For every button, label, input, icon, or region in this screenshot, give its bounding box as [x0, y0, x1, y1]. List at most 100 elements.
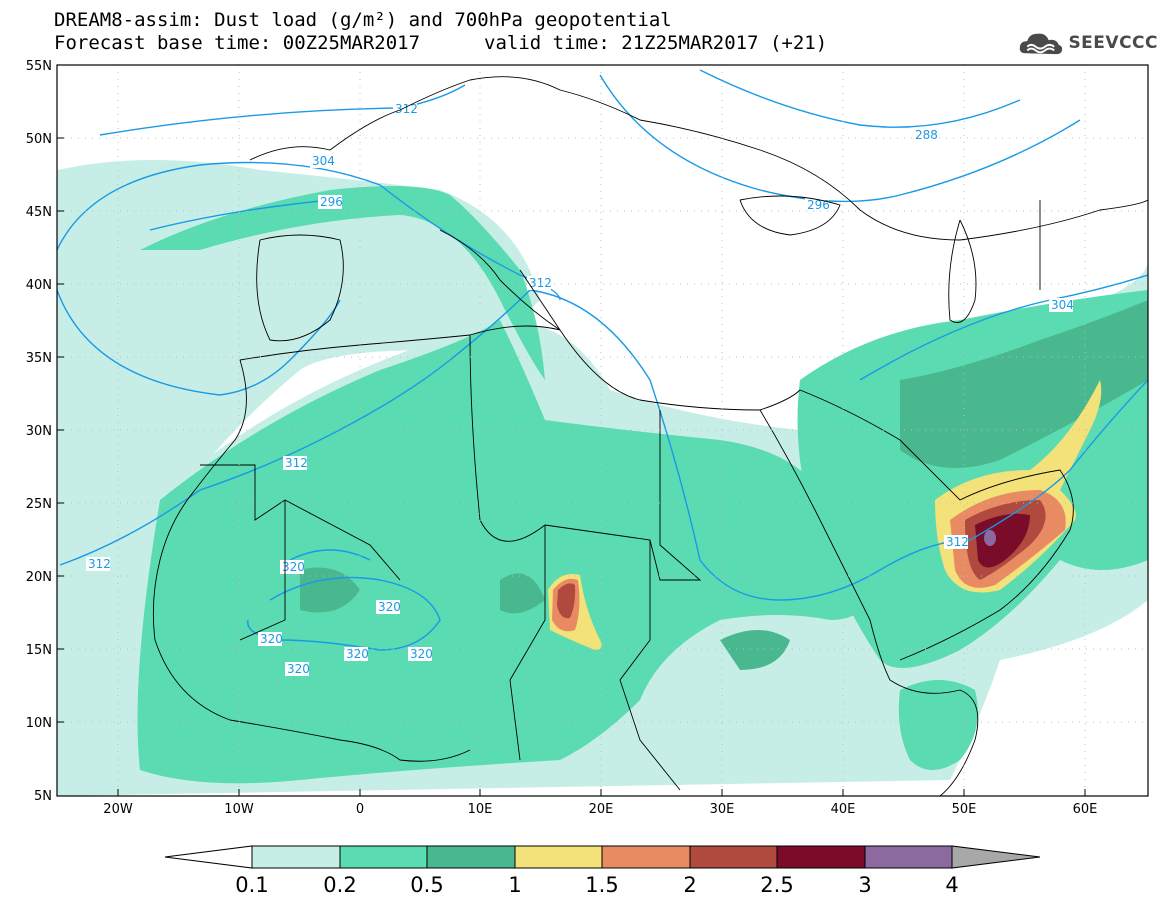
colorbar-label: 1: [508, 873, 521, 897]
lat-label: 5N: [34, 789, 52, 804]
lon-label: 10W: [224, 802, 254, 817]
coastline-black-sea: [739, 195, 841, 236]
contour-label: 312: [395, 102, 418, 116]
coastline-horn: [889, 679, 979, 796]
colorbar-label: 0.5: [410, 873, 443, 897]
coastline-iberia: [256, 234, 344, 342]
dust-region-dark-3: [900, 300, 1148, 468]
colorbar-label: 1.5: [585, 873, 618, 897]
border-line: [469, 334, 546, 542]
border-line: [239, 500, 286, 641]
contour-label: 320: [346, 647, 369, 661]
colorbar-segment: [426, 845, 516, 869]
lat-label: 50N: [26, 132, 52, 147]
coastline-italy: [439, 229, 561, 331]
lon-label: 0: [356, 802, 364, 817]
colorbar-segment: [864, 845, 953, 869]
colorbar-segment: [251, 845, 341, 869]
contour-label: 304: [1051, 298, 1074, 312]
colorbar-label: 0.2: [323, 873, 356, 897]
border-line: [544, 410, 702, 581]
dust-region-brown-chad: [557, 583, 576, 619]
dust-region-purple-arabia: [984, 530, 996, 546]
graticule: [57, 65, 1148, 796]
cloud-icon: [1019, 33, 1063, 55]
tick-marks: [57, 64, 1086, 796]
contour-label: 320: [410, 647, 433, 661]
lat-label: 10N: [26, 716, 52, 731]
coastlines: [152, 76, 1148, 796]
map-title: DREAM8-assim: Dust load (g/m²) and 700hP…: [54, 9, 672, 31]
logo-text: SEEVCCC: [1068, 33, 1158, 53]
contour-line: [699, 69, 1021, 128]
lon-label: 60E: [1073, 802, 1098, 817]
longitude-labels: 20W 10W 0 10E 20E 30E 40E 50E 60E: [103, 802, 1097, 817]
dust-field: [57, 160, 1148, 796]
dust-region-darkred-arabia: [975, 513, 1030, 568]
dust-region-medium-sahara: [137, 320, 880, 784]
colorbar-label: 2: [683, 873, 696, 897]
lat-label: 25N: [26, 497, 52, 512]
contour-line: [57, 289, 341, 396]
lon-label: 30E: [710, 802, 735, 817]
contour-label: 312: [285, 456, 308, 470]
dust-region-dark-1: [300, 567, 360, 613]
border-line: [619, 540, 681, 791]
contour-label: 320: [282, 560, 305, 574]
dust-region-light-atlantic: [57, 160, 540, 796]
forecast-base-time: Forecast base time: 00Z25MAR2017: [54, 32, 421, 54]
coastline-arabia: [799, 389, 1074, 661]
lat-label: 35N: [26, 351, 52, 366]
coastline-caspian: [948, 219, 977, 323]
contour-line: [59, 289, 531, 566]
coastline-europe: [249, 76, 1148, 241]
coastline-west-africa: [152, 359, 471, 762]
lon-label: 20E: [589, 802, 614, 817]
colorbar-segment: [514, 845, 603, 869]
contour-line: [859, 274, 1148, 381]
lon-label: 10E: [468, 802, 493, 817]
lat-label: 20N: [26, 570, 52, 585]
contour-line: [529, 289, 971, 601]
colorbar-labels: 0.1 0.2 0.5 1 1.5 2 2.5 3 4: [235, 873, 958, 897]
colorbar-left-arrow: [164, 845, 253, 869]
valid-time: valid time: 21Z25MAR2017 (+21): [484, 32, 828, 54]
colorbar-label: 0.1: [235, 873, 268, 897]
colorbar-label: 3: [858, 873, 871, 897]
lon-label: 20W: [103, 802, 133, 817]
colorbar-label: 4: [945, 873, 958, 897]
contour-label: 320: [287, 662, 310, 676]
contour-line: [149, 199, 331, 231]
coastline-north-africa: [239, 325, 801, 411]
colorbar-right-arrow: [951, 845, 1041, 869]
seevccc-logo: SEEVCCC: [1018, 26, 1158, 60]
border-line: [200, 464, 401, 581]
contour-line: [57, 161, 561, 301]
dust-region-dark-4: [720, 630, 790, 670]
lon-label: 50E: [952, 802, 977, 817]
contour-label: 312: [529, 276, 552, 290]
colorbar-label: 2.5: [760, 873, 793, 897]
contour-line: [289, 549, 371, 561]
lat-label: 30N: [26, 424, 52, 439]
border-line: [509, 525, 546, 761]
colorbar-segment: [339, 845, 428, 869]
contour-label: 288: [915, 128, 938, 142]
contour-label: 320: [260, 632, 283, 646]
coastline-red-sea: [759, 409, 891, 681]
lat-label: 40N: [26, 278, 52, 293]
latitude-labels: 55N 50N 45N 40N 35N 30N 25N 20N 15N 10N …: [26, 59, 52, 804]
colorbar-segment: [776, 845, 866, 869]
colorbar-segment: [689, 845, 778, 869]
lat-label: 15N: [26, 643, 52, 658]
lon-label: 40E: [831, 802, 856, 817]
lat-label: 55N: [26, 59, 52, 74]
contour-label: 296: [320, 195, 343, 209]
contour-label: 312: [88, 557, 111, 571]
contour-line: [99, 84, 466, 136]
colorbar: [164, 845, 1041, 869]
contour-line: [599, 74, 1081, 203]
colorbar-segment: [601, 845, 691, 869]
dust-region-dark-2: [500, 573, 545, 614]
